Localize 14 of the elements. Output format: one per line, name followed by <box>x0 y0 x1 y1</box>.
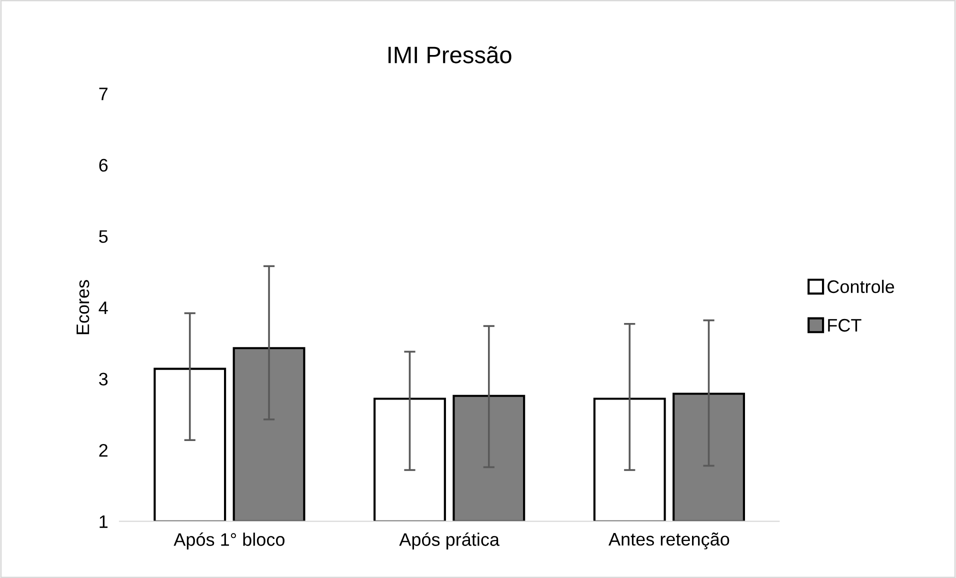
y-tick-label: 3 <box>99 372 108 386</box>
y-tick-label: 1 <box>100 515 108 528</box>
legend-label: Controle <box>828 280 894 294</box>
x-tick-label: Após prática <box>399 532 500 550</box>
legend-label: FCT <box>828 318 862 332</box>
x-tick-label: Antes retenção <box>608 532 730 550</box>
x-tick-label: Após 1° bloco <box>174 532 284 550</box>
y-tick-label: 4 <box>98 302 108 314</box>
y-axis-title: Ecores <box>76 280 90 334</box>
y-tick-label: 6 <box>99 158 108 172</box>
y-tick-label: 2 <box>99 444 108 457</box>
y-tick-label: 5 <box>99 230 108 243</box>
chart-title: IMI Pressão <box>388 46 512 64</box>
y-tick-label: 7 <box>99 88 108 100</box>
